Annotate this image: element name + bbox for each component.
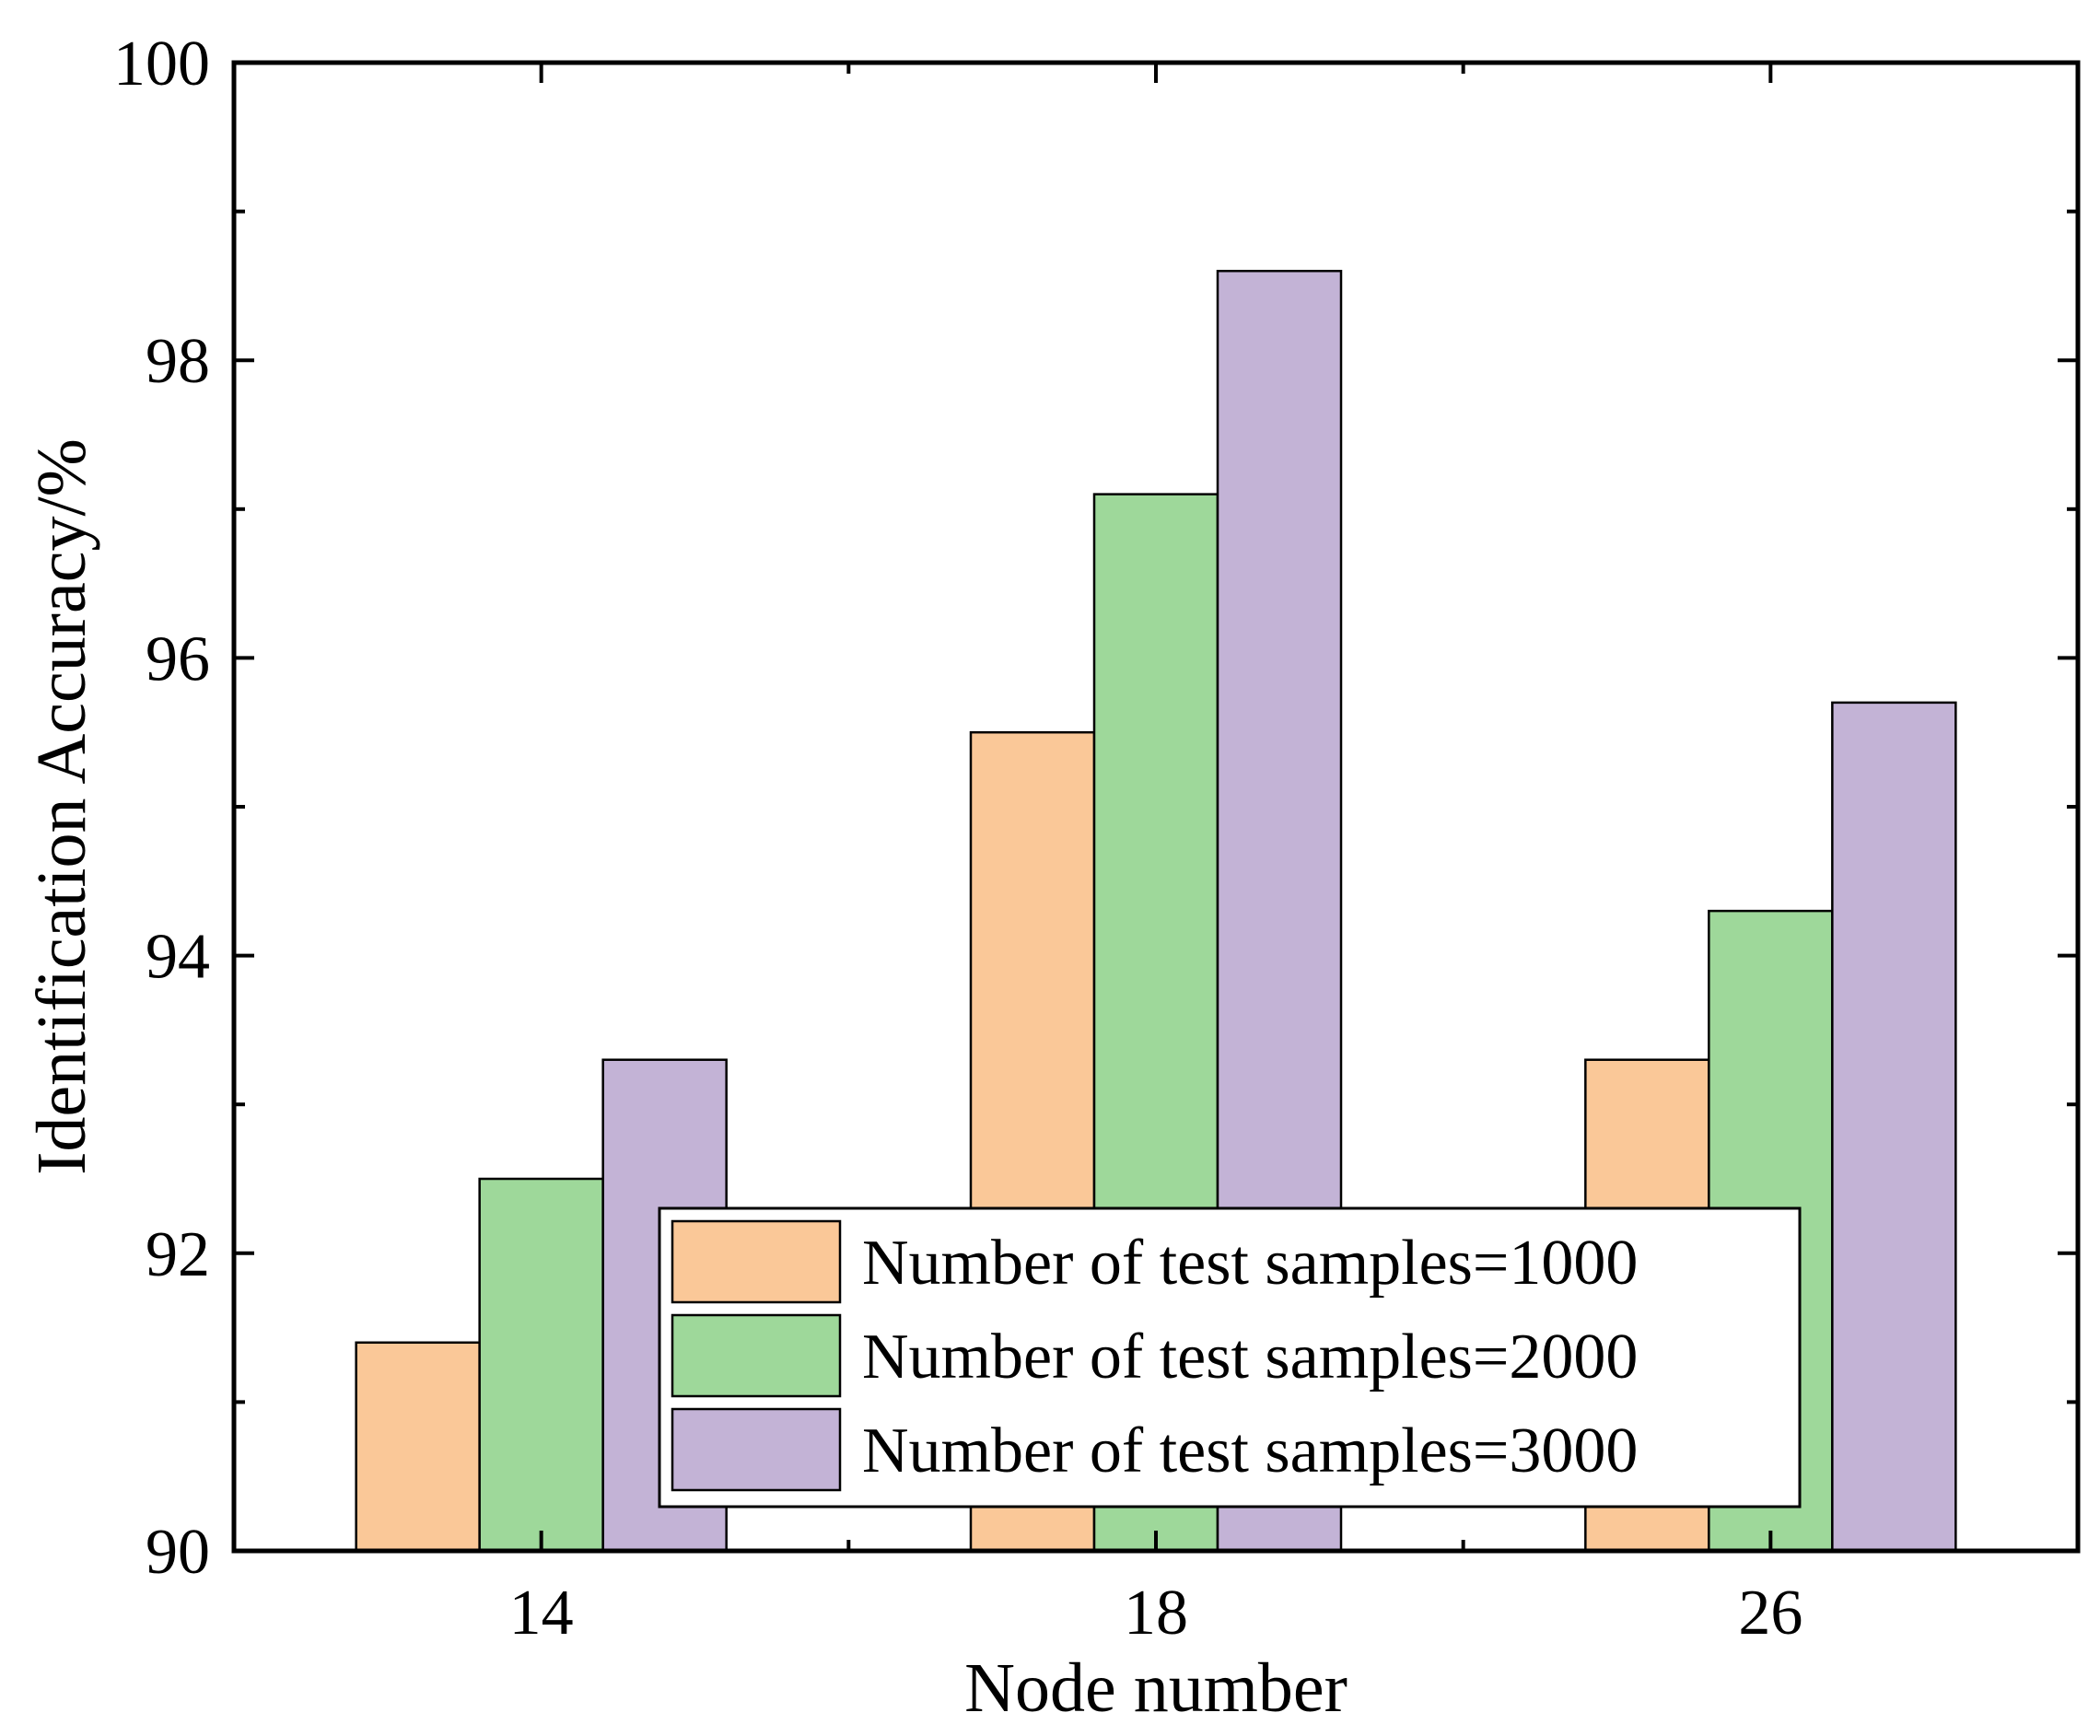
legend-swatch-1 xyxy=(671,1219,842,1304)
bar-series3-26 xyxy=(1831,701,1957,1553)
x-tick-label: 26 xyxy=(1738,1578,1802,1649)
bar-series2-14 xyxy=(478,1177,604,1553)
legend: Number of test samples=1000 Number of tes… xyxy=(658,1206,1802,1509)
legend-label-3: Number of test samples=3000 xyxy=(862,1416,1638,1486)
y-tick-label: 98 xyxy=(146,326,210,397)
y-tick-label: 96 xyxy=(146,623,210,694)
y-tick-label: 94 xyxy=(146,922,210,993)
legend-label-2: Number of test samples=2000 xyxy=(862,1322,1638,1392)
x-tick-labels: 14 18 26 xyxy=(509,1578,1803,1649)
bar-series1-14 xyxy=(355,1341,481,1553)
y-tick-labels: 90 92 94 96 98 100 xyxy=(113,29,210,1588)
legend-frame xyxy=(658,1206,1802,1509)
y-axis-title: Identification Accuracy/% xyxy=(23,438,100,1175)
y-tick-label: 92 xyxy=(146,1219,210,1290)
x-tick-label: 18 xyxy=(1124,1578,1188,1649)
legend-swatch-3 xyxy=(671,1407,842,1492)
legend-label-1: Number of test samples=1000 xyxy=(862,1228,1638,1299)
legend-items: Number of test samples=1000 Number of tes… xyxy=(671,1219,1638,1492)
y-tick-label: 90 xyxy=(146,1517,210,1588)
x-tick-label: 14 xyxy=(509,1578,574,1649)
legend-swatch-2 xyxy=(671,1313,842,1398)
y-tick-label: 100 xyxy=(113,29,210,99)
plot-frame xyxy=(231,60,2081,1554)
x-axis-title: Node number xyxy=(964,1649,1348,1727)
